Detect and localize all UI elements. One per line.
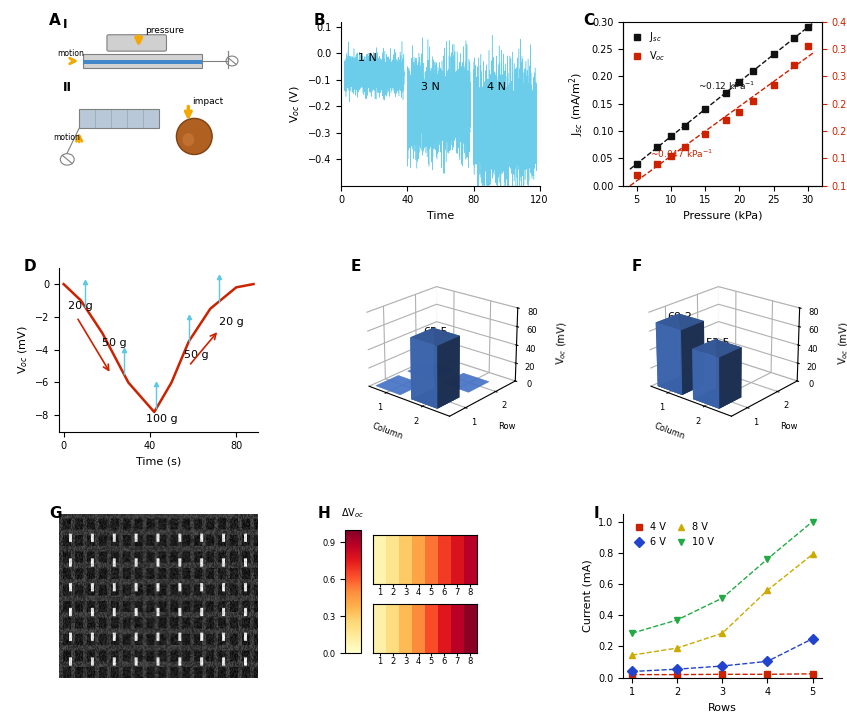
V$_{oc}$ [632,170,642,179]
Y-axis label: V$_{oc}$ (V): V$_{oc}$ (V) [289,84,302,123]
Text: F: F [632,260,643,275]
Y-axis label: J$_{sc}$ (mA/m$^{2}$): J$_{sc}$ (mA/m$^{2}$) [567,71,586,136]
J$_{sc}$ [700,105,711,113]
10 V [807,517,817,526]
Text: impact: impact [192,97,224,106]
Text: motion: motion [53,133,80,142]
10 V [717,593,728,602]
6 V [673,665,683,673]
V$_{oc}$ [679,143,689,151]
Bar [83,60,202,64]
8 V [717,629,728,637]
Y-axis label: Row: Row [780,422,798,431]
J$_{sc}$ [666,132,676,141]
V$_{oc}$ [803,42,813,50]
Text: 4 N: 4 N [487,82,506,92]
Text: II: II [64,81,72,94]
Ellipse shape [176,118,212,154]
V$_{oc}$ [652,159,662,168]
J$_{sc}$ [734,77,745,86]
6 V [762,657,772,665]
4 V [762,670,772,678]
Y-axis label: Row: Row [499,422,516,431]
J$_{sc}$ [721,89,731,97]
Text: 100 g: 100 g [146,414,177,424]
Y-axis label: V$_{oc}$ (mV): V$_{oc}$ (mV) [16,325,30,374]
X-axis label: Time (s): Time (s) [136,457,181,467]
Text: I: I [64,18,68,31]
Text: I: I [593,505,599,521]
Text: 3 N: 3 N [421,82,440,92]
X-axis label: Column: Column [653,422,686,441]
J$_{sc}$ [768,50,778,58]
X-axis label: Rows: Rows [708,703,737,713]
Bar [79,109,158,128]
8 V [627,651,637,660]
J$_{sc}$ [652,143,662,151]
4 V [627,671,637,679]
Text: B: B [313,14,325,28]
10 V [762,554,772,563]
V$_{oc}$ [721,115,731,124]
6 V [807,634,817,643]
10 V [673,616,683,624]
FancyBboxPatch shape [107,35,167,51]
Text: pressure: pressure [145,26,184,35]
10 V [627,629,637,637]
Text: C: C [584,14,595,28]
X-axis label: Time: Time [427,211,454,221]
J$_{sc}$ [789,34,800,43]
J$_{sc}$ [632,159,642,168]
V$_{oc}$ [789,61,800,70]
Text: $\Delta$V$_{oc}$: $\Delta$V$_{oc}$ [340,506,364,521]
Text: ~0.12 kPa$^{-1}$: ~0.12 kPa$^{-1}$ [699,79,756,92]
6 V [627,667,637,676]
J$_{sc}$ [679,121,689,130]
Text: 50 g: 50 g [102,338,127,348]
4 V [807,670,817,678]
Text: D: D [24,260,36,275]
4 V [673,671,683,679]
Ellipse shape [182,133,194,146]
X-axis label: Column: Column [371,422,405,441]
V$_{oc}$ [768,80,778,89]
Text: G: G [49,505,62,521]
8 V [762,586,772,595]
Text: 1 N: 1 N [357,53,377,63]
J$_{sc}$ [803,23,813,32]
Legend: 4 V, 6 V, 8 V, 10 V: 4 V, 6 V, 8 V, 10 V [628,518,718,552]
Y-axis label: Current (mA): Current (mA) [583,559,592,632]
Legend: J$_{sc}$, V$_{oc}$: J$_{sc}$, V$_{oc}$ [628,27,670,67]
Line: 10 V: 10 V [628,518,816,637]
Line: 8 V: 8 V [628,551,816,658]
8 V [807,550,817,559]
V$_{oc}$ [700,129,711,138]
4 V [717,670,728,678]
Text: E: E [350,260,361,275]
8 V [673,644,683,653]
V$_{oc}$ [666,151,676,160]
Text: H: H [318,505,330,521]
Text: 50 g: 50 g [185,350,209,360]
Text: ~0.047 kPa$^{-1}$: ~0.047 kPa$^{-1}$ [650,148,714,160]
Line: 4 V: 4 V [628,671,816,678]
Text: motion: motion [58,49,84,58]
J$_{sc}$ [748,66,758,75]
Line: 6 V: 6 V [628,635,816,675]
Text: 20 g: 20 g [219,317,244,327]
Bar [83,54,202,68]
6 V [717,662,728,671]
Text: 20 g: 20 g [68,301,92,311]
Line: V$_{oc}$: V$_{oc}$ [634,43,811,177]
Line: J$_{sc}$: J$_{sc}$ [634,25,811,167]
Text: A: A [49,14,61,28]
V$_{oc}$ [734,107,745,116]
V$_{oc}$ [748,97,758,105]
X-axis label: Pressure (kPa): Pressure (kPa) [683,211,762,221]
